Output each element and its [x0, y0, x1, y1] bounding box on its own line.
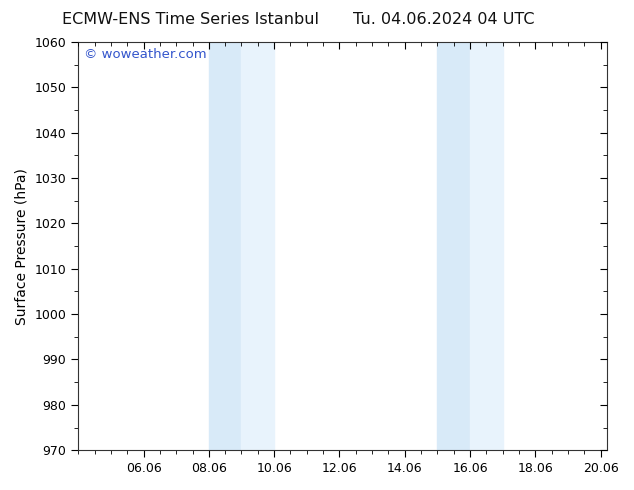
Bar: [242, 42, 274, 450]
Text: Tu. 04.06.2024 04 UTC: Tu. 04.06.2024 04 UTC: [353, 12, 534, 27]
Text: © woweather.com: © woweather.com: [84, 48, 206, 61]
Bar: [470, 42, 503, 450]
Bar: [209, 42, 242, 450]
Y-axis label: Surface Pressure (hPa): Surface Pressure (hPa): [15, 168, 29, 324]
Bar: [437, 42, 470, 450]
Text: ECMW-ENS Time Series Istanbul: ECMW-ENS Time Series Istanbul: [61, 12, 319, 27]
